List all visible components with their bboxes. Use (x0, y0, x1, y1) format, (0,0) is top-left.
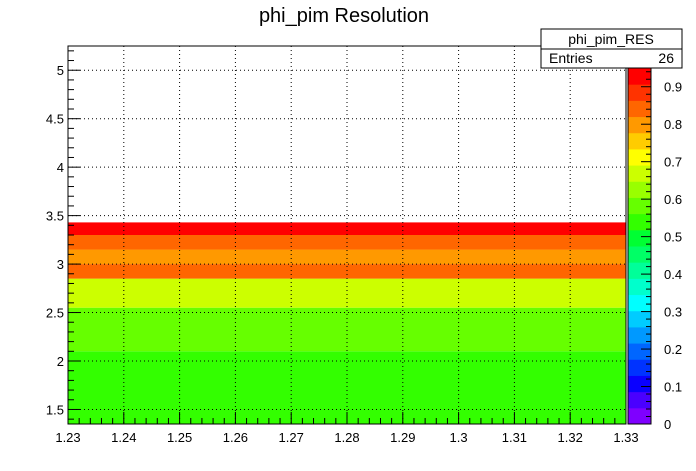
x-tick-label: 1.26 (223, 430, 248, 445)
chart-title: phi_pim Resolution (259, 5, 429, 27)
heatmap-cell (68, 249, 626, 265)
heatmap-cell (68, 264, 626, 279)
palette-swatch (628, 229, 651, 247)
z-tick-label: 0 (664, 417, 671, 432)
x-tick-label: 1.25 (167, 430, 192, 445)
z-tick-label: 0.4 (664, 267, 682, 282)
stats-entries-value: 26 (658, 50, 674, 66)
x-tick-label: 1.33 (613, 430, 638, 445)
z-tick-label: 0.8 (664, 117, 682, 132)
x-tick-label: 1.3 (450, 430, 468, 445)
y-tick-label: 5 (57, 63, 64, 78)
palette-swatch (628, 116, 651, 134)
palette-swatch (628, 68, 651, 85)
y-tick-label: 2 (57, 354, 64, 369)
palette-swatch (628, 343, 651, 360)
palette-swatch (628, 213, 651, 231)
y-tick-label: 3 (57, 257, 64, 272)
palette-swatch (628, 246, 651, 263)
palette-swatch (628, 375, 651, 393)
z-tick-label: 0.5 (664, 230, 682, 245)
stats-box-name: phi_pim_RES (568, 31, 654, 47)
z-tick-label: 0.3 (664, 305, 682, 320)
z-tick-label: 0.1 (664, 380, 682, 395)
y-tick-label: 4 (57, 160, 64, 175)
y-tick-label: 4.5 (46, 112, 64, 127)
stats-box: phi_pim_RES Entries 26 (540, 28, 683, 69)
x-tick-label: 1.29 (390, 430, 415, 445)
palette-swatch (628, 197, 651, 215)
y-tick-label: 1.5 (46, 402, 64, 417)
z-tick-label: 0.9 (664, 80, 682, 95)
grid-lines (68, 46, 626, 424)
x-axis: 1.23 1.24 1.25 1.26 1.27 1.28 1.29 1.3 1.31 1.32 1… (55, 412, 639, 445)
palette-swatch (628, 326, 651, 344)
x-tick-label: 1.31 (502, 430, 527, 445)
palette-swatch (628, 181, 651, 198)
stats-entries-label: Entries (549, 50, 593, 66)
palette-swatch (628, 100, 651, 118)
heatmap-cell (68, 222, 626, 235)
palette-swatch (628, 165, 651, 182)
heatmap-cells (68, 222, 626, 424)
x-tick-label: 1.32 (558, 430, 583, 445)
palette-swatch (628, 391, 651, 409)
y-tick-label: 2.5 (46, 306, 64, 321)
y-axis: 1.5 2 2.5 3 3.5 4 4.5 5 (46, 50, 80, 420)
x-tick-label: 1.27 (279, 430, 304, 445)
heatmap-cell (68, 351, 626, 424)
z-tick-label: 0.7 (664, 155, 682, 170)
palette-swatch (628, 407, 651, 425)
x-tick-label: 1.24 (111, 430, 136, 445)
x-tick-label: 1.28 (334, 430, 359, 445)
z-tick-label: 0.2 (664, 342, 682, 357)
palette-swatch (628, 294, 651, 312)
palette-swatch (628, 310, 651, 328)
palette-swatch (628, 278, 651, 296)
x-tick-label: 1.23 (55, 430, 80, 445)
y-tick-label: 3.5 (46, 209, 64, 224)
palette-swatch (628, 262, 651, 279)
palette-swatch (628, 84, 651, 101)
palette-swatch (628, 132, 651, 150)
z-tick-label: 0.6 (664, 192, 682, 207)
palette-swatch (628, 148, 651, 166)
palette-swatch (628, 359, 651, 376)
z-axis: 0 0.1 0.2 0.3 0.4 0.5 0.6 0.7 0.8 0.9 (641, 71, 682, 432)
color-palette (627, 67, 652, 425)
